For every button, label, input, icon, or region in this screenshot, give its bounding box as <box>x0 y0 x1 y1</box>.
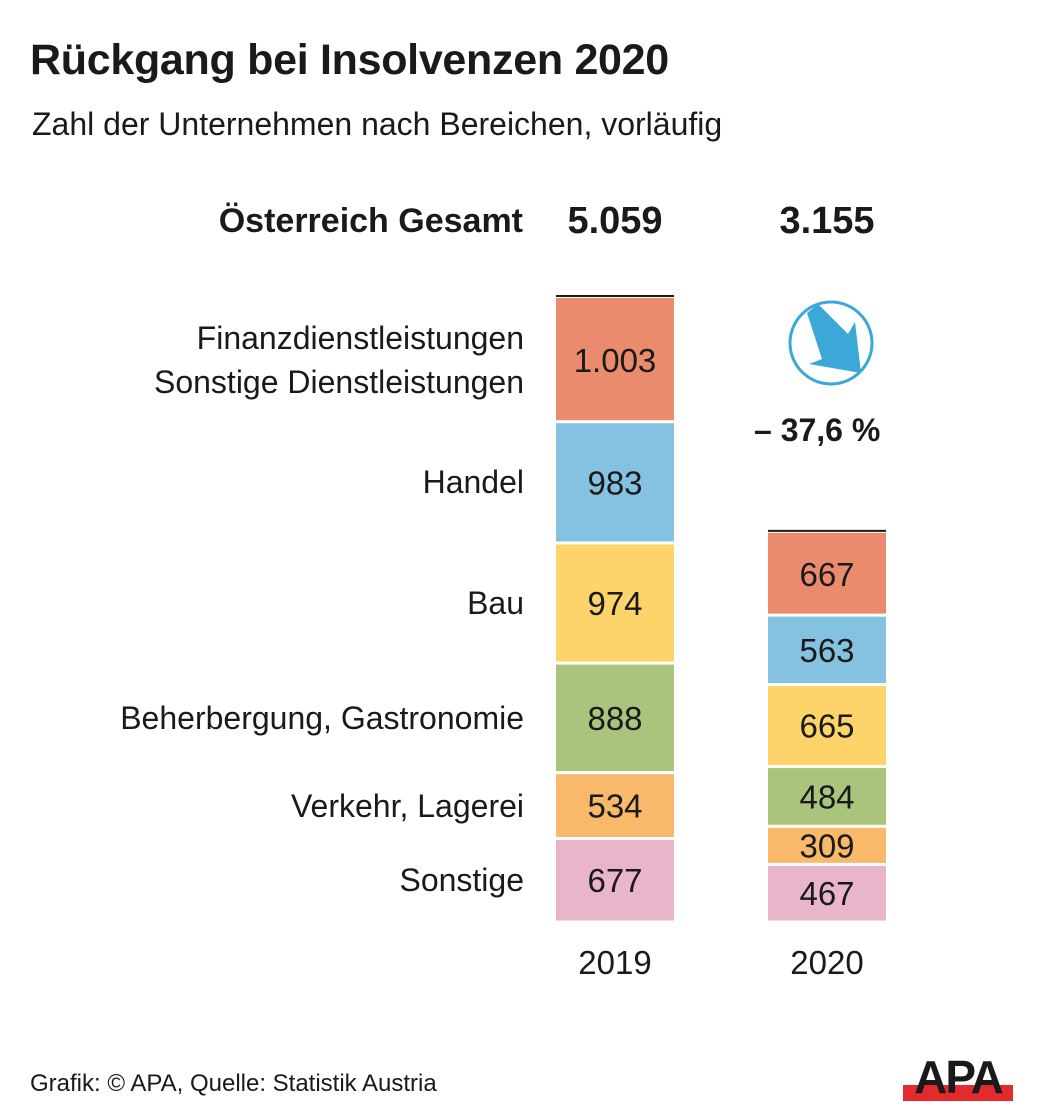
legend-label-1: Handel <box>422 464 524 501</box>
bar-segment-2019-4 <box>556 774 674 837</box>
change-percent: – 37,6 % <box>754 412 881 448</box>
data-label-2020-4: 309 <box>799 827 854 864</box>
data-label-2020-5: 467 <box>799 875 854 912</box>
bar-segment-2020-2 <box>768 686 886 766</box>
legend-label-5: Sonstige <box>399 862 524 899</box>
data-label-2020-2: 665 <box>799 708 854 745</box>
data-label-2020-1: 563 <box>799 632 854 669</box>
bar-segment-2019-2 <box>556 544 674 662</box>
x-tick-2019: 2019 <box>578 944 652 981</box>
data-label-2019-5: 677 <box>587 862 642 899</box>
chart-subtitle: Zahl der Unternehmen nach Bereichen, vor… <box>32 106 723 142</box>
total-2019: 5.059 <box>567 200 663 242</box>
total-2020: 3.155 <box>779 200 875 242</box>
totals-label: Österreich Gesamt <box>218 202 523 240</box>
source-credit: Grafik: © APA, Quelle: Statistik Austria <box>30 1070 437 1097</box>
arrow-down-right-circle-icon <box>788 300 874 386</box>
data-label-2019-3: 888 <box>587 700 642 737</box>
bar-segment-2019-3 <box>556 664 674 772</box>
bar-segment-2020-3 <box>768 768 886 825</box>
legend-label-0: Finanzdienstleistungen Sonstige Dienstlei… <box>153 319 524 400</box>
bar-segment-2020-5 <box>768 865 886 921</box>
legend-label-4: Verkehr, Lagerei <box>290 787 524 824</box>
bar-segment-2020-0 <box>768 532 886 614</box>
data-label-2019-0: 1.003 <box>574 342 657 379</box>
apa-logo-text: APA <box>914 1053 1002 1101</box>
data-label-2019-2: 974 <box>587 585 642 622</box>
x-tick-2020: 2020 <box>790 944 864 981</box>
bar-segment-2019-5 <box>556 839 674 921</box>
chart-title: Rückgang bei Insolvenzen 2020 <box>30 36 669 84</box>
data-label-2020-3: 484 <box>799 778 854 815</box>
data-label-2019-4: 534 <box>587 788 642 825</box>
legend-label-3: Beherbergung, Gastronomie <box>120 699 524 736</box>
apa-logo: APA <box>903 1053 1013 1101</box>
data-label-2020-0: 667 <box>799 556 854 593</box>
data-label-2019-1: 983 <box>587 464 642 501</box>
bar-segment-2020-4 <box>768 827 886 863</box>
legend-label-2: Bau <box>467 585 524 622</box>
bar-segment-2019-1 <box>556 423 674 542</box>
bar-segment-2019-0 <box>556 298 674 421</box>
bar-segment-2020-1 <box>768 616 886 684</box>
